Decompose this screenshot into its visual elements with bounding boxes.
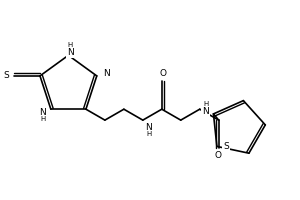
Text: N: N [146,123,152,132]
Text: N: N [103,69,110,78]
Text: N: N [40,108,46,117]
Text: O: O [214,151,221,160]
Text: H: H [203,101,208,107]
Text: H: H [40,116,46,122]
Text: H: H [146,131,152,137]
Text: S: S [223,142,229,151]
Text: O: O [159,69,166,78]
Text: S: S [3,71,9,80]
Text: N: N [202,107,209,116]
Text: H: H [68,42,73,48]
Text: N: N [67,48,74,57]
